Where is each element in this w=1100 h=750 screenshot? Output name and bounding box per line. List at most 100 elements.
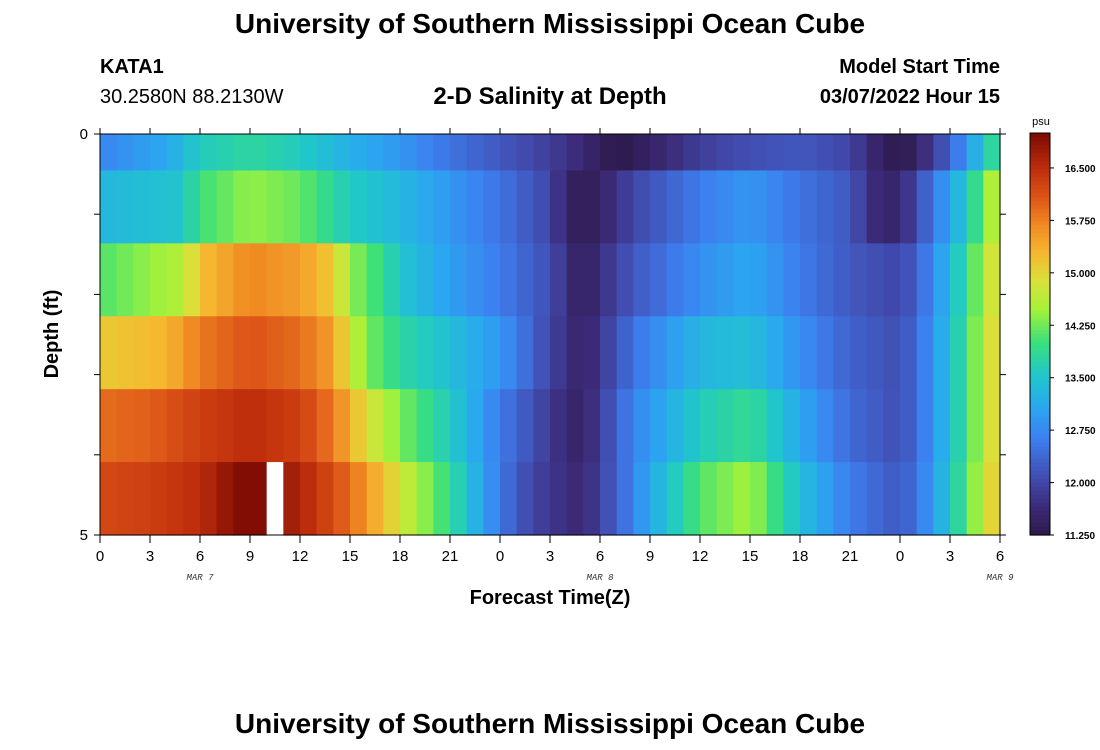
heatmap-cell <box>416 134 434 172</box>
heatmap-cell <box>400 134 418 172</box>
heatmap-cell <box>866 134 884 172</box>
heatmap-cell <box>816 462 834 536</box>
colorbar-segment <box>1030 474 1050 480</box>
heatmap-cell <box>200 316 218 390</box>
heatmap-cell <box>900 243 918 317</box>
heatmap-cell <box>716 462 734 536</box>
heatmap-cell <box>200 170 218 244</box>
heatmap-cell <box>533 462 551 536</box>
heatmap-cell <box>483 170 501 244</box>
heatmap-cell <box>683 462 701 536</box>
colorbar-segment <box>1030 205 1050 210</box>
heatmap-cell <box>416 316 434 390</box>
heatmap-cell <box>666 316 684 390</box>
heatmap-cell <box>966 243 984 317</box>
heatmap-cell <box>850 170 868 244</box>
y-tick-label: 0 <box>80 126 88 143</box>
heatmap-cell <box>350 243 368 317</box>
colorbar-segment <box>1030 277 1050 283</box>
heatmap-cell <box>333 389 351 463</box>
heatmap-cell <box>800 389 818 463</box>
colorbar-segment <box>1030 402 1050 407</box>
heatmap-cell <box>550 462 568 536</box>
heatmap-cell <box>316 134 334 172</box>
heatmap-cell <box>916 243 934 317</box>
heatmap-cell <box>783 243 801 317</box>
colorbar-segment <box>1030 490 1050 496</box>
colorbar-segment <box>1030 470 1050 476</box>
colorbar-segment <box>1030 362 1050 367</box>
colorbar-segment <box>1030 414 1050 420</box>
heatmap-cell <box>350 462 368 536</box>
page-title: University of Southern Mississippi Ocean… <box>234 8 866 39</box>
heatmap-cell <box>683 134 701 172</box>
heatmap-cell <box>183 170 201 244</box>
heatmap-cell <box>266 170 284 244</box>
heatmap-cell <box>550 316 568 390</box>
colorbar-segment <box>1030 185 1050 190</box>
colorbar-segment <box>1030 273 1050 279</box>
x-tick-label: 12 <box>292 548 309 565</box>
heatmap-cell <box>533 389 551 463</box>
heatmap-cells <box>100 134 1001 536</box>
heatmap-cell <box>683 243 701 317</box>
colorbar-segment <box>1030 510 1050 516</box>
colorbar-segment <box>1030 137 1050 142</box>
heatmap-cell <box>116 462 134 536</box>
colorbar-segment <box>1030 285 1050 291</box>
heatmap-cell <box>100 389 118 463</box>
colorbar-segment <box>1030 338 1050 343</box>
heatmap-cell <box>366 462 384 536</box>
heatmap-cell <box>783 389 801 463</box>
heatmap-cell <box>466 134 484 172</box>
heatmap-cell <box>950 243 968 317</box>
x-tick-label: 3 <box>146 548 154 565</box>
heatmap-cell <box>750 170 768 244</box>
heatmap-cell <box>800 462 818 536</box>
heatmap-cell <box>933 389 951 463</box>
heatmap-cell <box>383 243 401 317</box>
colorbar-tick-label: 11.250 <box>1065 531 1095 542</box>
heatmap-cell <box>516 389 534 463</box>
heatmap-cell <box>400 462 418 536</box>
colorbar-segment <box>1030 313 1050 319</box>
heatmap-cell <box>283 170 301 244</box>
heatmap-cell <box>233 316 251 390</box>
heatmap-cell <box>733 243 751 317</box>
heatmap-cell <box>500 462 518 536</box>
x-tick-label: 9 <box>646 548 654 565</box>
heatmap-cell <box>466 316 484 390</box>
heatmap-cell <box>866 170 884 244</box>
heatmap-cell <box>766 316 784 390</box>
colorbar-segment <box>1030 398 1050 403</box>
colorbar-tick-label: 15.750 <box>1065 216 1096 227</box>
heatmap-cell <box>733 170 751 244</box>
colorbar-segment <box>1030 438 1050 444</box>
heatmap-cell <box>566 134 584 172</box>
heatmap-cell <box>966 462 984 536</box>
colorbar-segment <box>1030 305 1050 311</box>
x-tick-label: 6 <box>196 548 204 565</box>
heatmap-cell <box>750 389 768 463</box>
colorbar-segment <box>1030 229 1050 235</box>
station-coordinates: 30.2580N 88.2130W <box>100 86 284 108</box>
heatmap-cell <box>666 389 684 463</box>
heatmap-cell <box>400 316 418 390</box>
heatmap-cell <box>750 462 768 536</box>
heatmap-cell <box>683 170 701 244</box>
heatmap-cell <box>200 243 218 317</box>
heatmap-cell <box>150 134 168 172</box>
heatmap-cell <box>133 316 151 390</box>
heatmap-cell <box>433 243 451 317</box>
heatmap-cell <box>966 170 984 244</box>
heatmap-cell <box>566 316 584 390</box>
heatmap-cell <box>216 316 234 390</box>
heatmap-cell <box>116 389 134 463</box>
heatmap-cell <box>300 134 318 172</box>
heatmap-cell <box>550 389 568 463</box>
heatmap-cell <box>583 316 601 390</box>
heatmap-cell <box>516 316 534 390</box>
heatmap-cell <box>133 462 151 536</box>
heatmap-cell <box>983 243 1001 317</box>
colorbar-segment <box>1030 193 1050 198</box>
